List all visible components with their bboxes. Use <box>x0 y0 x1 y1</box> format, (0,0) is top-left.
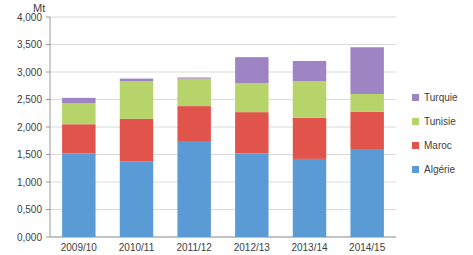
tick-mark <box>46 44 50 45</box>
grid-line <box>50 17 396 18</box>
y-tick-label: 2,500 <box>17 94 42 105</box>
bar-segment <box>120 81 153 118</box>
bar-segment <box>62 98 95 104</box>
bar-segment <box>235 112 268 153</box>
y-tick-label: 3,000 <box>17 67 42 78</box>
tick-mark <box>46 154 50 155</box>
y-tick-label: 2,000 <box>17 122 42 133</box>
grid-line <box>50 72 396 73</box>
grid-line <box>50 209 396 210</box>
grid-line <box>50 127 396 128</box>
bar-segment <box>350 149 383 237</box>
bar-segment <box>350 47 383 94</box>
tick-mark <box>46 209 50 210</box>
bar-segment <box>177 142 210 237</box>
bars <box>62 47 384 237</box>
grid-line <box>50 99 396 100</box>
bar-segment <box>177 78 210 79</box>
x-tick-label: 2013/14 <box>291 242 328 253</box>
grid-line <box>50 154 396 155</box>
grid-line <box>50 44 396 45</box>
legend-swatch <box>412 142 419 149</box>
bar-segment <box>177 79 210 107</box>
bar-segment <box>120 162 153 237</box>
bar-segment <box>293 118 326 159</box>
tick-mark <box>46 182 50 183</box>
bar-segment <box>235 153 268 237</box>
x-tick-label: 2009/10 <box>61 242 98 253</box>
y-axis-label: Mt <box>33 2 45 14</box>
legend-swatch <box>412 166 419 173</box>
grid-line <box>50 237 396 238</box>
y-tick-label: 0,500 <box>17 204 42 215</box>
bar-segment <box>62 153 95 237</box>
legend-swatch <box>412 118 419 125</box>
bar-segment <box>235 83 268 112</box>
bar-segment <box>293 159 326 237</box>
bar-segment <box>350 112 383 149</box>
tick-mark <box>46 127 50 128</box>
y-tick-label: 3,500 <box>17 39 42 50</box>
bar-segment <box>120 119 153 162</box>
bar-segment <box>120 79 153 82</box>
bar-segment <box>350 94 383 112</box>
chart: 0,000 0,500 1,000 1,500 2,000 2,500 3,000 3,500… <box>0 0 473 255</box>
legend-label: Algérie <box>424 164 456 175</box>
bar-segment <box>293 61 326 81</box>
tick-mark <box>46 99 50 100</box>
x-tick-label: 2010/11 <box>119 242 155 253</box>
bar-segment <box>293 81 326 117</box>
tick-mark <box>46 237 50 238</box>
x-axis-line <box>50 237 396 238</box>
bar-segment <box>62 124 95 153</box>
legend-swatch <box>412 94 419 101</box>
y-tick-label: 0,000 <box>17 232 42 243</box>
bar-segment <box>62 103 95 124</box>
x-tick-label: 2011/12 <box>176 242 212 253</box>
grid-line <box>50 182 396 183</box>
legend-label: Tunisie <box>424 116 456 127</box>
legend-label: Turquie <box>424 92 458 103</box>
bar-segment <box>177 106 210 142</box>
bar-segment <box>235 57 268 83</box>
x-tick-label: 2012/13 <box>234 242 271 253</box>
legend-label: Maroc <box>424 140 452 151</box>
tick-mark <box>46 72 50 73</box>
tick-mark <box>46 17 50 18</box>
x-tick-label: 2014/15 <box>349 242 386 253</box>
y-tick-label: 1,500 <box>17 149 42 160</box>
y-tick-label: 1,000 <box>17 177 42 188</box>
y-axis-line <box>50 17 51 237</box>
